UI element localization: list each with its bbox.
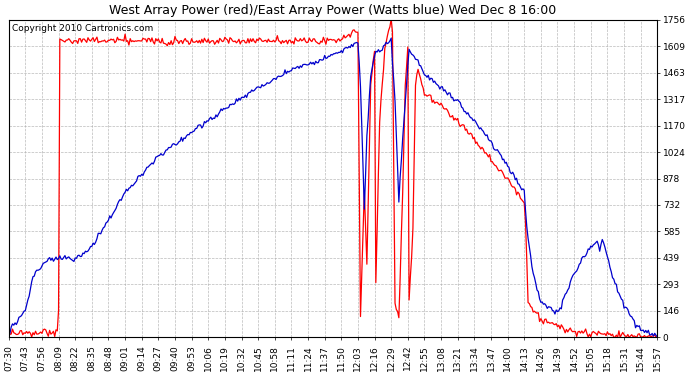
Title: West Array Power (red)/East Array Power (Watts blue) Wed Dec 8 16:00: West Array Power (red)/East Array Power …	[109, 4, 557, 17]
Text: Copyright 2010 Cartronics.com: Copyright 2010 Cartronics.com	[12, 24, 153, 33]
